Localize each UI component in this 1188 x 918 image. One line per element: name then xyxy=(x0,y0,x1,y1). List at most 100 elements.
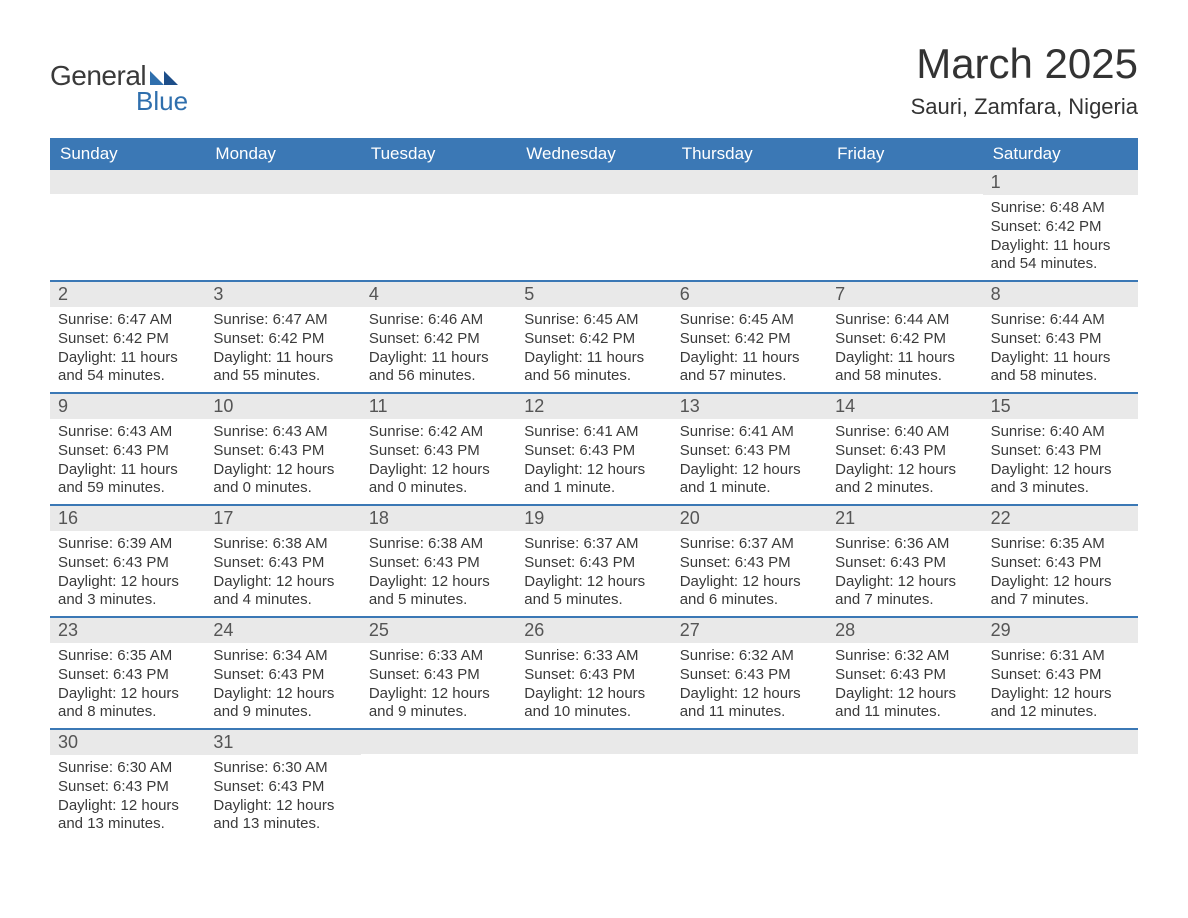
day-info-line: Sunset: 6:42 PM xyxy=(213,330,352,349)
day-body xyxy=(516,754,671,774)
day-info-line: Daylight: 11 hours and 56 minutes. xyxy=(369,349,508,387)
day-cell: 5Sunrise: 6:45 AMSunset: 6:42 PMDaylight… xyxy=(516,282,671,392)
day-body: Sunrise: 6:40 AMSunset: 6:43 PMDaylight:… xyxy=(983,419,1138,504)
day-info-line: Daylight: 12 hours and 5 minutes. xyxy=(369,573,508,611)
day-info-line: Daylight: 11 hours and 55 minutes. xyxy=(213,349,352,387)
day-body: Sunrise: 6:44 AMSunset: 6:43 PMDaylight:… xyxy=(983,307,1138,392)
day-info-line: Sunrise: 6:30 AM xyxy=(213,759,352,778)
day-number xyxy=(516,170,671,194)
weekday-header: Friday xyxy=(827,138,982,170)
day-info-line: Sunset: 6:43 PM xyxy=(680,442,819,461)
day-info-line: Sunset: 6:43 PM xyxy=(58,442,197,461)
day-info-line: Daylight: 12 hours and 13 minutes. xyxy=(58,797,197,835)
day-cell xyxy=(361,730,516,840)
day-cell: 15Sunrise: 6:40 AMSunset: 6:43 PMDayligh… xyxy=(983,394,1138,504)
day-info-line: Daylight: 12 hours and 2 minutes. xyxy=(835,461,974,499)
day-cell: 13Sunrise: 6:41 AMSunset: 6:43 PMDayligh… xyxy=(672,394,827,504)
day-info-line: Sunrise: 6:40 AM xyxy=(835,423,974,442)
day-info-line: Daylight: 12 hours and 10 minutes. xyxy=(524,685,663,723)
day-info-line: Sunrise: 6:39 AM xyxy=(58,535,197,554)
month-title: March 2025 xyxy=(911,40,1138,88)
day-number: 20 xyxy=(672,506,827,531)
weekday-header-row: SundayMondayTuesdayWednesdayThursdayFrid… xyxy=(50,138,1138,170)
day-info-line: Daylight: 12 hours and 1 minute. xyxy=(524,461,663,499)
week-row: 16Sunrise: 6:39 AMSunset: 6:43 PMDayligh… xyxy=(50,506,1138,618)
week-row: 9Sunrise: 6:43 AMSunset: 6:43 PMDaylight… xyxy=(50,394,1138,506)
weekday-header: Thursday xyxy=(672,138,827,170)
day-info-line: Daylight: 12 hours and 9 minutes. xyxy=(213,685,352,723)
week-row: 1 Sunrise: 6:48 AMSunset: 6:42 PMDaylight… xyxy=(50,170,1138,282)
day-info-line: Sunrise: 6:33 AM xyxy=(524,647,663,666)
day-info-line: Sunrise: 6:44 AM xyxy=(835,311,974,330)
header: General Blue March 2025 Sauri, Zamfara, … xyxy=(50,40,1138,120)
day-cell: 17Sunrise: 6:38 AMSunset: 6:43 PMDayligh… xyxy=(205,506,360,616)
day-cell: 25Sunrise: 6:33 AMSunset: 6:43 PMDayligh… xyxy=(361,618,516,728)
day-body: Sunrise: 6:44 AMSunset: 6:42 PMDaylight:… xyxy=(827,307,982,392)
day-number: 27 xyxy=(672,618,827,643)
logo-text-blue: Blue xyxy=(136,86,188,117)
day-body: Sunrise: 6:33 AMSunset: 6:43 PMDaylight:… xyxy=(361,643,516,728)
day-number: 22 xyxy=(983,506,1138,531)
day-cell: 23Sunrise: 6:35 AMSunset: 6:43 PMDayligh… xyxy=(50,618,205,728)
day-body xyxy=(827,754,982,774)
day-cell: 26Sunrise: 6:33 AMSunset: 6:43 PMDayligh… xyxy=(516,618,671,728)
day-number: 26 xyxy=(516,618,671,643)
day-body: Sunrise: 6:41 AMSunset: 6:43 PMDaylight:… xyxy=(672,419,827,504)
day-number xyxy=(827,730,982,754)
title-block: March 2025 Sauri, Zamfara, Nigeria xyxy=(911,40,1138,120)
day-info-line: Sunrise: 6:38 AM xyxy=(213,535,352,554)
day-info-line: Sunset: 6:43 PM xyxy=(369,442,508,461)
day-number: 7 xyxy=(827,282,982,307)
day-cell xyxy=(827,730,982,840)
day-info-line: Daylight: 11 hours and 54 minutes. xyxy=(991,237,1130,275)
day-info-line: Sunset: 6:42 PM xyxy=(524,330,663,349)
day-info-line: Sunrise: 6:33 AM xyxy=(369,647,508,666)
day-info-line: Sunrise: 6:30 AM xyxy=(58,759,197,778)
weeks-container: 1Sunrise: 6:48 AMSunset: 6:42 PMDaylight… xyxy=(50,170,1138,840)
day-body: Sunrise: 6:37 AMSunset: 6:43 PMDaylight:… xyxy=(672,531,827,616)
day-cell: 10Sunrise: 6:43 AMSunset: 6:43 PMDayligh… xyxy=(205,394,360,504)
day-info-line: Sunset: 6:43 PM xyxy=(213,554,352,573)
day-info-line: Sunrise: 6:37 AM xyxy=(680,535,819,554)
day-body: Sunrise: 6:30 AMSunset: 6:43 PMDaylight:… xyxy=(50,755,205,840)
day-info-line: Daylight: 12 hours and 9 minutes. xyxy=(369,685,508,723)
day-info-line: Sunrise: 6:32 AM xyxy=(680,647,819,666)
week-row: 2Sunrise: 6:47 AMSunset: 6:42 PMDaylight… xyxy=(50,282,1138,394)
day-info-line: Daylight: 12 hours and 6 minutes. xyxy=(680,573,819,611)
day-number xyxy=(516,730,671,754)
weekday-header: Monday xyxy=(205,138,360,170)
day-body: Sunrise: 6:38 AMSunset: 6:43 PMDaylight:… xyxy=(361,531,516,616)
day-info-line: Sunrise: 6:47 AM xyxy=(58,311,197,330)
day-cell: 24Sunrise: 6:34 AMSunset: 6:43 PMDayligh… xyxy=(205,618,360,728)
day-body: Sunrise: 6:32 AMSunset: 6:43 PMDaylight:… xyxy=(827,643,982,728)
day-cell: 12Sunrise: 6:41 AMSunset: 6:43 PMDayligh… xyxy=(516,394,671,504)
day-cell xyxy=(361,170,516,280)
day-body: Sunrise: 6:37 AMSunset: 6:43 PMDaylight:… xyxy=(516,531,671,616)
day-info-line: Sunrise: 6:36 AM xyxy=(835,535,974,554)
day-number: 2 xyxy=(50,282,205,307)
day-number xyxy=(361,730,516,754)
day-body: Sunrise: 6:31 AMSunset: 6:43 PMDaylight:… xyxy=(983,643,1138,728)
day-info-line: Sunset: 6:42 PM xyxy=(991,218,1130,237)
day-info-line: Sunrise: 6:48 AM xyxy=(991,199,1130,218)
day-info-line: Sunrise: 6:41 AM xyxy=(524,423,663,442)
day-cell xyxy=(672,170,827,280)
day-cell: 1 Sunrise: 6:48 AMSunset: 6:42 PMDaylight… xyxy=(983,170,1138,280)
day-body xyxy=(361,754,516,774)
day-info-line: Daylight: 12 hours and 0 minutes. xyxy=(369,461,508,499)
week-row: 23Sunrise: 6:35 AMSunset: 6:43 PMDayligh… xyxy=(50,618,1138,730)
day-info-line: Sunset: 6:42 PM xyxy=(835,330,974,349)
day-number xyxy=(50,170,205,194)
day-info-line: Sunrise: 6:34 AM xyxy=(213,647,352,666)
day-cell: 7Sunrise: 6:44 AMSunset: 6:42 PMDaylight… xyxy=(827,282,982,392)
day-cell: 6Sunrise: 6:45 AMSunset: 6:42 PMDaylight… xyxy=(672,282,827,392)
day-body: Sunrise: 6:42 AMSunset: 6:43 PMDaylight:… xyxy=(361,419,516,504)
day-info-line: Sunset: 6:43 PM xyxy=(680,666,819,685)
day-body: Sunrise: 6:33 AMSunset: 6:43 PMDaylight:… xyxy=(516,643,671,728)
day-number xyxy=(672,170,827,194)
day-number: 15 xyxy=(983,394,1138,419)
day-info-line: Sunset: 6:43 PM xyxy=(835,666,974,685)
day-info-line: Sunset: 6:43 PM xyxy=(524,442,663,461)
day-number: 10 xyxy=(205,394,360,419)
day-number: 1 xyxy=(983,170,1138,195)
